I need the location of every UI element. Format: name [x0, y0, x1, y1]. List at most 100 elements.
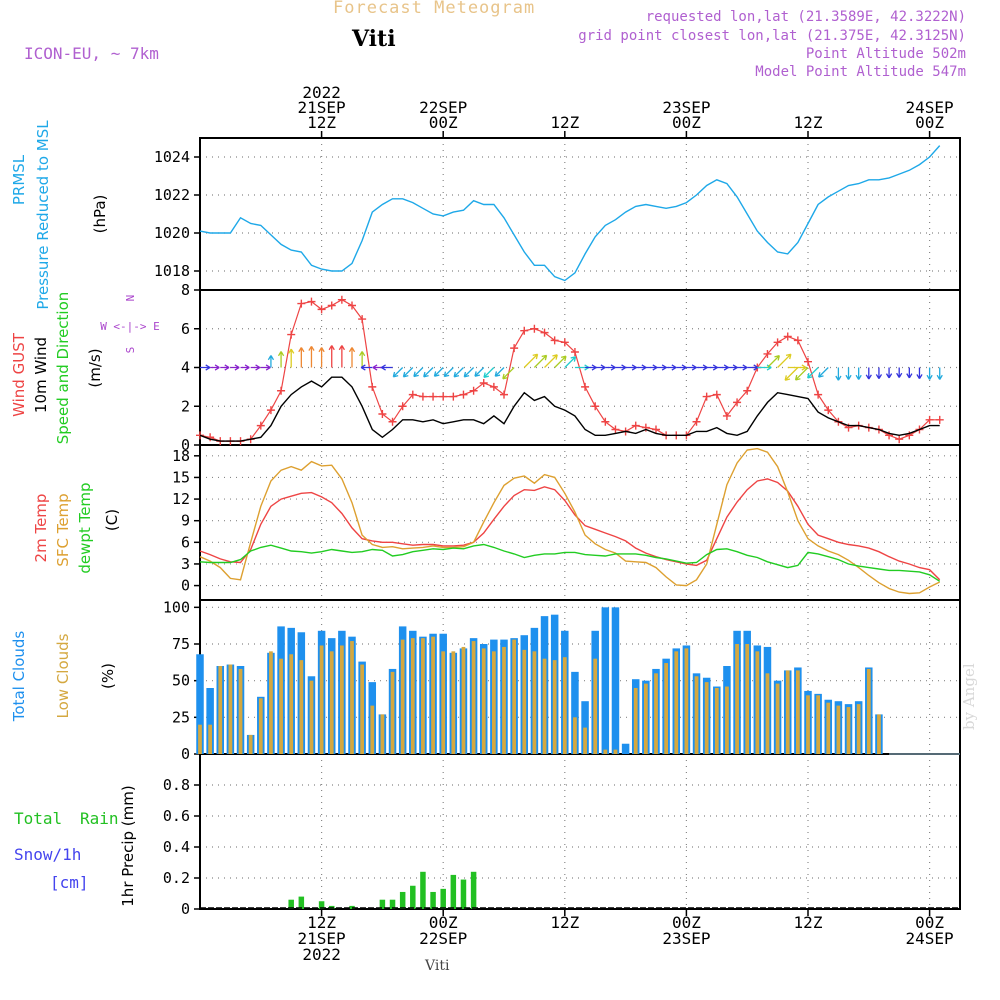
wind-direction-arrow	[240, 364, 250, 371]
gust-marker	[631, 421, 640, 430]
wind-direction-arrow	[845, 367, 852, 380]
temp-ylabel-unit: (C)	[103, 509, 121, 531]
wind-direction-arrow	[916, 367, 923, 380]
low-cloud-bar	[532, 651, 537, 754]
pressure-ylabel-2: Pressure Reduced to MSL	[34, 120, 52, 310]
wind-direction-arrow	[220, 364, 230, 371]
low-cloud-bar	[400, 639, 405, 754]
low-cloud-bar	[755, 651, 760, 754]
chart-title: Forecast Meteogram	[333, 0, 536, 18]
wind-ytick-label: 2	[181, 397, 190, 415]
top-time-label: 00Z	[915, 113, 944, 132]
precip-left-label-rain: Rain	[80, 809, 119, 828]
gust-marker	[773, 338, 782, 347]
gust-marker	[793, 336, 802, 345]
low-cloud-bar	[329, 651, 334, 754]
top-time-label: 12Z	[307, 113, 336, 132]
gust-marker	[277, 386, 286, 395]
gust-marker	[935, 415, 944, 424]
gust-marker	[510, 344, 519, 353]
wind-direction-arrow	[392, 367, 404, 378]
wind-direction-arrow	[656, 364, 667, 371]
gust-marker	[398, 402, 407, 411]
low-cloud-bar	[491, 651, 496, 754]
low-cloud-bar	[339, 645, 344, 754]
wind-direction-arrow	[338, 345, 346, 368]
gust-marker	[348, 301, 356, 310]
low-cloud-bar	[410, 638, 415, 754]
precip-left-label-snow: Snow/1h	[14, 845, 81, 864]
watermark: by Angel	[960, 663, 978, 730]
rain-bar	[450, 874, 457, 909]
wind-direction-arrow	[835, 367, 842, 381]
wind-direction-arrow	[676, 364, 687, 371]
clouds-ytick-label: 0	[181, 745, 190, 763]
temperature-ytick-label: 6	[181, 533, 190, 551]
rain-bar	[389, 899, 396, 909]
low-cloud-bar	[218, 666, 223, 754]
wind-direction-arrow	[277, 351, 285, 368]
gust-marker	[327, 301, 336, 310]
gust-marker	[550, 336, 559, 345]
low-cloud-bar	[542, 658, 547, 754]
gust-marker	[804, 357, 812, 366]
clouds-ytick-label: 50	[172, 672, 190, 690]
wind-direction-arrow	[645, 364, 658, 371]
wind-direction-arrow	[298, 347, 305, 368]
wind-direction-arrow	[474, 367, 485, 377]
wind-direction-arrow	[250, 364, 261, 371]
low-cloud-bar	[877, 714, 881, 754]
wind-direction-arrow	[433, 367, 444, 377]
wind-direction-arrow	[605, 364, 616, 371]
wind-direction-arrow	[372, 364, 383, 371]
precip-ytick-label: 0	[181, 900, 190, 918]
low-cloud-bar	[573, 717, 577, 754]
wind-direction-arrow	[413, 367, 424, 378]
wind-direction-arrow	[818, 367, 829, 378]
wind-direction-arrow	[267, 355, 275, 368]
pressure-ytick-label: 1020	[154, 224, 190, 242]
wind-direction-arrow	[635, 364, 647, 371]
wind-direction-arrow	[328, 345, 335, 368]
low-cloud-bar	[775, 683, 780, 754]
low-cloud-bar	[390, 671, 395, 754]
wind-direction-arrow	[906, 367, 913, 379]
precip-ytick-label: 0.2	[163, 869, 190, 887]
model-altitude: Model Point Altitude 547m	[755, 64, 966, 80]
rain-bar	[399, 891, 406, 909]
low-cloud-bar	[765, 673, 770, 754]
rain-bar	[318, 901, 325, 909]
wind-direction-arrow	[784, 367, 799, 381]
wind-ytick-label: 6	[181, 320, 190, 338]
footer-location: Viti	[425, 958, 450, 974]
precip-ytick-label: 0.8	[163, 776, 190, 794]
low-cloud-bar	[258, 698, 263, 754]
clouds-ytick-label: 25	[172, 708, 190, 726]
temperature-ytick-label: 9	[181, 512, 190, 530]
wind-direction-arrow	[794, 367, 809, 381]
point-altitude: Point Altitude 502m	[805, 46, 966, 62]
low-cloud-bar	[704, 682, 709, 754]
bottom-time-label: 12Z	[550, 913, 579, 932]
wind-ylabel-unit: (m/s)	[86, 348, 104, 387]
low-cloud-bar	[633, 688, 638, 754]
precip-left-label-unit: [cm]	[50, 873, 89, 892]
rain-bar	[379, 899, 386, 909]
bottom-time-label: 12Z	[307, 913, 336, 932]
gust-marker	[479, 379, 488, 387]
wind-direction-arrow	[936, 367, 943, 380]
wind-direction-arrow	[260, 364, 271, 371]
wind-direction-arrow	[855, 367, 862, 380]
gust-marker	[895, 435, 904, 444]
total-cloud-bar	[206, 688, 214, 754]
low-cloud-bar	[826, 702, 831, 754]
wind-direction-arrow	[666, 364, 677, 371]
total-cloud-bar	[571, 671, 579, 754]
wind-direction-arrow	[615, 364, 627, 371]
low-cloud-bar	[248, 734, 253, 754]
bottom-time-label: 2022	[302, 945, 341, 964]
gust-marker	[733, 398, 742, 407]
rain-bar	[420, 871, 426, 909]
wind-direction-arrow	[896, 367, 903, 378]
gust-marker	[652, 425, 660, 434]
